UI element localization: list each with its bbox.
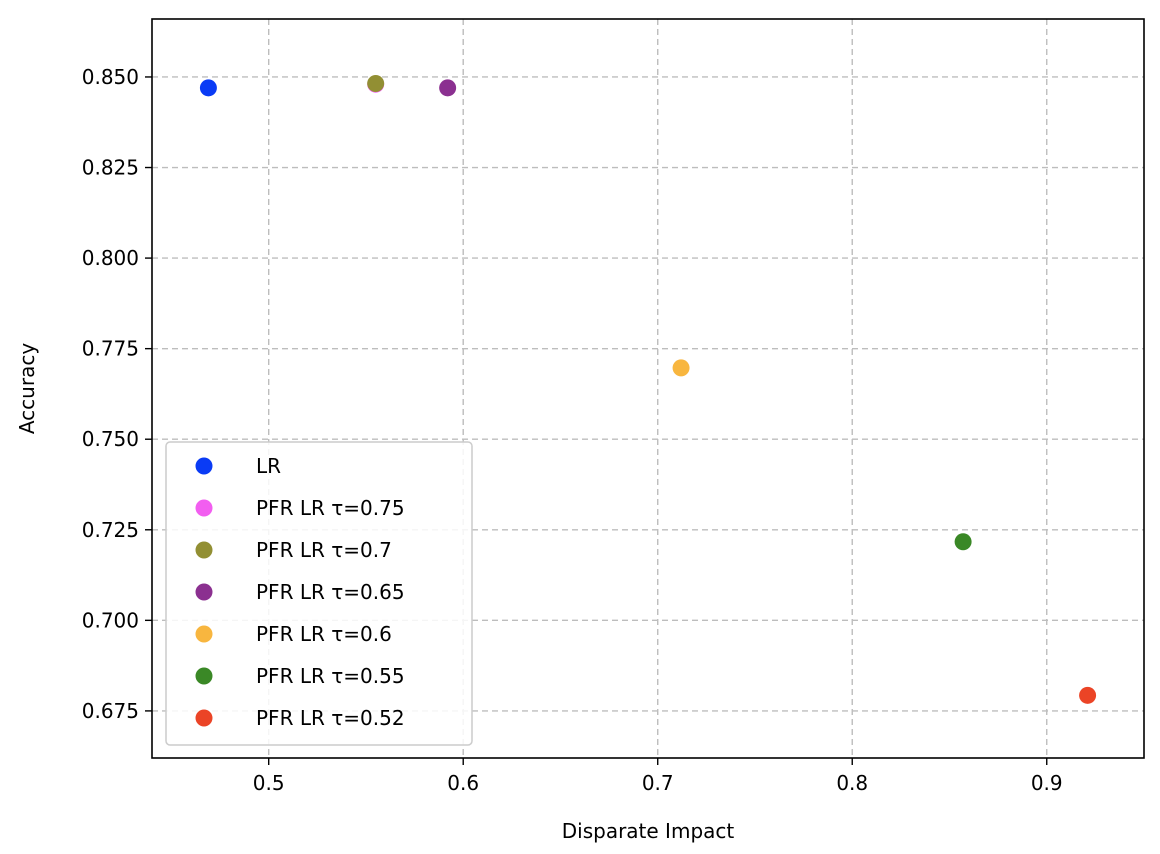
x-tick-label: 0.5 [253,771,285,795]
data-point [367,74,385,92]
y-tick-label: 0.850 [82,65,139,89]
y-tick-label: 0.800 [82,246,139,270]
x-axis-label: Disparate Impact [562,819,735,843]
legend-marker [195,499,213,517]
legend-marker [195,541,213,559]
legend-label: PFR LR τ=0.6 [256,622,392,646]
y-axis-label: Accuracy [15,343,39,434]
x-tick-label: 0.7 [642,771,674,795]
data-point [439,79,457,97]
legend-label: LR [256,454,281,478]
y-tick-label: 0.750 [82,427,139,451]
x-axis-ticks: 0.5 0.6 0.7 0.8 0.9 [253,758,1063,795]
legend-marker [195,709,213,727]
legend-marker [195,625,213,643]
legend-label: PFR LR τ=0.55 [256,664,405,688]
x-tick-label: 0.6 [447,771,479,795]
legend-label: PFR LR τ=0.65 [256,580,405,604]
y-tick-label: 0.675 [82,699,139,723]
data-point [199,79,217,97]
data-point [1079,686,1097,704]
data-point [672,359,690,377]
legend-label: PFR LR τ=0.75 [256,496,405,520]
y-axis-ticks: 0.675 0.700 0.725 0.750 0.775 0.800 0.825 0.850 [82,65,152,723]
y-tick-label: 0.725 [82,518,139,542]
legend-marker [195,667,213,685]
legend-box [165,441,473,746]
y-tick-label: 0.775 [82,337,139,361]
data-points [199,74,1097,704]
y-tick-label: 0.825 [82,156,139,180]
legend-marker [195,583,213,601]
x-tick-label: 0.9 [1031,771,1063,795]
legend: LR PFR LR τ=0.75 PFR LR τ=0.7 PFR LR τ=0.65… [165,441,473,746]
legend-label: PFR LR τ=0.52 [256,706,405,730]
plot-frame [151,18,1145,759]
x-tick-label: 0.8 [836,771,868,795]
legend-marker [195,457,213,475]
data-point [954,533,972,551]
legend-label: PFR LR τ=0.7 [256,538,392,562]
y-tick-label: 0.700 [82,608,139,632]
